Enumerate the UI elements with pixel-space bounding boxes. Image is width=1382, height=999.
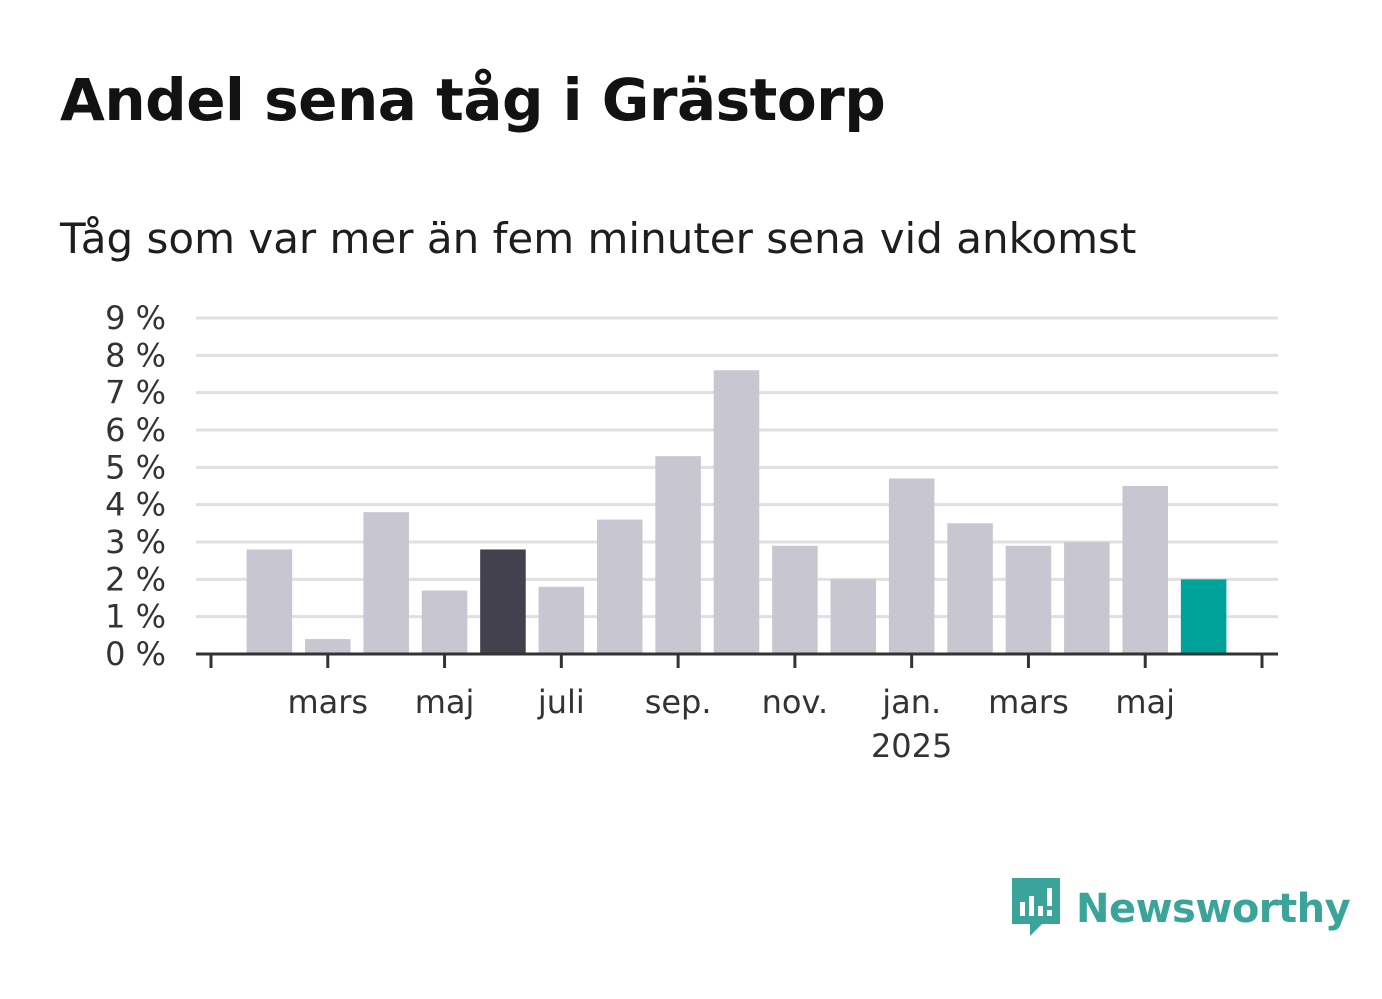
chart-subtitle: Tåg som var mer än fem minuter sena vid … — [60, 214, 1137, 263]
x-tick-label: sep. — [645, 683, 712, 721]
bar-2024-04 — [363, 512, 409, 654]
chart-title: Andel sena tåg i Grästorp — [60, 66, 886, 134]
y-tick-label: 6 % — [105, 411, 166, 449]
bar-2025-03 — [1005, 545, 1052, 654]
y-tick-label: 9 % — [105, 299, 166, 337]
y-tick-label: 1 % — [105, 598, 166, 636]
bar-2024-03 — [305, 639, 351, 654]
bar-2024-05 — [421, 590, 468, 654]
y-tick-label: 3 % — [105, 523, 166, 561]
brand-name: Newsworthy — [1076, 886, 1351, 932]
bar-2025-01 — [888, 478, 935, 654]
bar-2024-11 — [772, 545, 818, 654]
y-tick-label: 7 % — [105, 374, 166, 412]
bars — [246, 370, 1227, 654]
x-tick-label: mars — [287, 683, 368, 721]
bar-2024-08 — [596, 519, 643, 654]
bar-2025-02 — [947, 523, 993, 654]
bar-2024-10 — [713, 370, 760, 654]
bar-2024-12 — [830, 579, 877, 654]
x-tick-label: nov. — [762, 683, 828, 721]
y-tick-label: 8 % — [105, 336, 166, 374]
bar-2024-09 — [655, 456, 701, 654]
bar-2024-02 — [246, 549, 293, 654]
x-tick-year-label: 2025 — [871, 727, 952, 765]
bar-2024-07 — [538, 586, 585, 654]
bar-2024-06 — [480, 549, 526, 654]
tick-labels: 0 %1 %2 %3 %4 %5 %6 %7 %8 %9 % mars maj jul… — [105, 299, 1175, 765]
axes — [196, 652, 1278, 668]
newsworthy-chart-bubble-icon — [1010, 876, 1062, 942]
bar-2025-06 — [1180, 579, 1227, 654]
bar-2025-05 — [1122, 486, 1168, 654]
x-tick-label: mars — [988, 683, 1069, 721]
y-tick-label: 0 % — [105, 635, 166, 673]
bar-2025-04 — [1064, 542, 1110, 654]
x-tick-label: jan. — [881, 683, 941, 721]
y-tick-label: 5 % — [105, 448, 166, 486]
x-tick-label: juli — [537, 683, 585, 721]
x-tick-label: maj — [1115, 683, 1175, 721]
x-tick-label: maj — [415, 683, 475, 721]
y-tick-label: 2 % — [105, 560, 166, 598]
y-tick-label: 4 % — [105, 486, 166, 524]
newsworthy-logo: Newsworthy — [1010, 876, 1351, 942]
